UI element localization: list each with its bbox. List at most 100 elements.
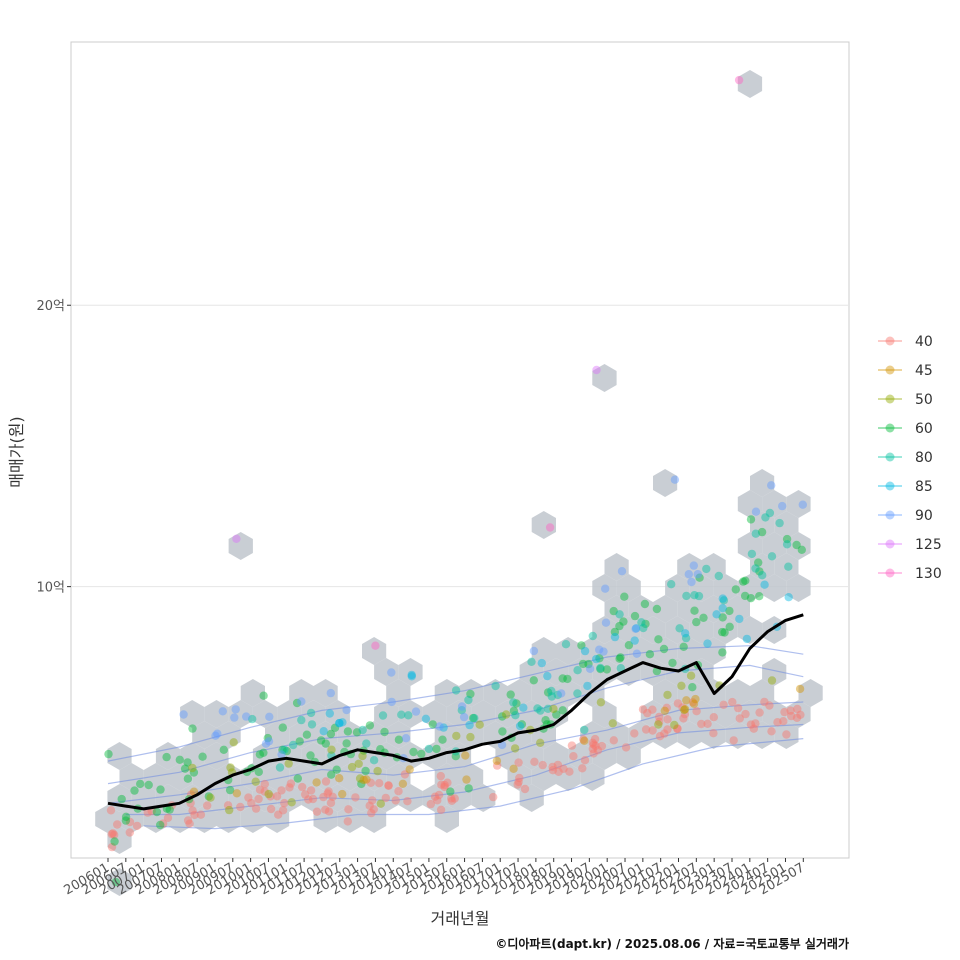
data-point-40	[565, 767, 574, 776]
data-point-60	[316, 736, 326, 745]
legend-label: 80	[915, 450, 933, 466]
legend-label: 50	[915, 392, 933, 408]
hexbin-cell	[374, 658, 399, 686]
data-point-40	[609, 736, 618, 745]
data-point-40	[186, 798, 195, 808]
data-point-80	[747, 549, 757, 559]
data-point-60	[254, 767, 263, 777]
data-point-40	[580, 756, 590, 765]
data-point-60	[409, 747, 418, 757]
data-point-80	[306, 708, 316, 718]
hexbin-cell	[604, 553, 629, 581]
hexbin-cell	[592, 616, 617, 644]
data-point-40	[306, 786, 316, 795]
data-point-60	[718, 627, 727, 637]
data-point-40	[344, 805, 353, 814]
legend-entry-45: 45	[878, 363, 933, 379]
data-point-60	[183, 774, 193, 783]
data-point-40	[782, 730, 791, 739]
data-point-60	[225, 785, 235, 795]
data-point-60	[156, 820, 165, 830]
data-point-50	[251, 777, 260, 786]
hexbin-cell	[556, 763, 581, 791]
data-point-85	[742, 634, 752, 644]
hexbin-cell	[750, 679, 775, 707]
hexbin-cell	[531, 637, 556, 665]
caption: ©디아파트(dapt.kr) / 2025.08.06 / 자료=국토교통부 실…	[495, 936, 849, 951]
data-point-60	[321, 739, 330, 748]
data-point-60	[428, 720, 437, 729]
hexbin-cell	[531, 679, 556, 707]
data-point-60	[596, 664, 605, 674]
data-point-50	[502, 710, 511, 719]
data-point-40	[569, 752, 578, 761]
data-point-60	[451, 752, 460, 761]
data-point-40	[773, 718, 782, 727]
legend-entry-50: 50	[878, 392, 933, 408]
data-point-40	[680, 710, 690, 719]
data-point-50	[549, 704, 558, 714]
data-point-40	[709, 713, 718, 722]
data-point-40	[300, 790, 310, 799]
data-point-80	[580, 725, 589, 735]
data-point-50	[229, 738, 238, 747]
data-point-60	[718, 613, 727, 622]
data-point-45	[580, 736, 589, 745]
data-point-90	[599, 647, 608, 656]
data-point-80	[275, 763, 285, 772]
data-point-45	[795, 684, 805, 694]
data-point-40	[247, 798, 256, 808]
data-point-80	[307, 720, 317, 729]
data-point-60	[517, 720, 527, 729]
hexbin-cell	[543, 658, 569, 686]
data-point-80	[751, 529, 760, 538]
hexbin-cell	[507, 721, 532, 749]
data-point-60	[152, 807, 162, 817]
data-point-60	[782, 534, 792, 544]
hexbin-cell	[604, 721, 629, 749]
data-point-60	[739, 577, 748, 586]
data-point-40	[755, 708, 764, 717]
data-point-80	[615, 610, 624, 619]
data-point-80	[457, 706, 466, 715]
hexbin-cell	[640, 700, 666, 728]
data-point-40	[298, 782, 307, 792]
data-point-90	[670, 475, 680, 484]
data-point-40	[125, 828, 134, 837]
data-point-40	[143, 808, 152, 817]
data-point-40	[326, 798, 336, 808]
hexbin-cell	[616, 574, 641, 602]
y-tick-label: 20억	[36, 299, 65, 314]
density-contour	[107, 645, 804, 762]
hexbin-cell	[616, 616, 641, 644]
hexbin-cell	[277, 784, 302, 812]
data-point-80	[378, 711, 388, 720]
data-point-60	[552, 710, 561, 719]
hexbin-cell	[592, 574, 617, 602]
data-point-50	[536, 738, 545, 747]
hexbin-cell	[240, 679, 265, 707]
data-point-40	[375, 779, 384, 788]
data-point-60	[278, 723, 287, 732]
data-point-40	[324, 807, 334, 816]
data-point-40	[655, 732, 665, 741]
hexbin-cell	[422, 700, 447, 728]
data-point-60	[740, 591, 750, 601]
data-point-80	[547, 692, 556, 701]
hexbin-cell	[786, 700, 811, 728]
legend-label: 125	[915, 537, 942, 553]
hexbin-cell	[265, 763, 290, 791]
data-point-50	[373, 766, 382, 776]
legend-key-dot	[885, 336, 895, 346]
data-point-40	[158, 819, 168, 828]
data-point-40	[678, 703, 687, 712]
data-point-60	[754, 558, 763, 567]
data-point-40	[286, 779, 296, 788]
data-point-60	[755, 592, 764, 601]
hexbin-cell	[762, 700, 787, 728]
data-point-80	[358, 725, 367, 735]
hexbin-cell	[665, 616, 690, 644]
data-point-60	[219, 745, 228, 754]
hexbin-cell	[471, 700, 496, 728]
